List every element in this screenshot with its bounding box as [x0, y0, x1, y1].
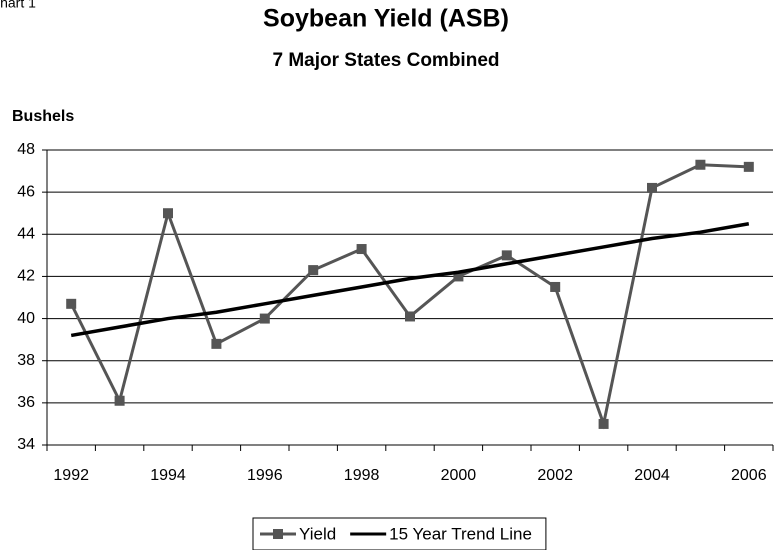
- x-tick-label: 2006: [731, 467, 767, 484]
- data-point: [66, 298, 77, 309]
- x-tick-label: 2004: [634, 467, 670, 484]
- x-tick-label: 1994: [150, 467, 186, 484]
- legend-label: 15 Year Trend Line: [389, 524, 532, 543]
- y-axis-label: Bushels: [12, 108, 74, 125]
- x-tick-label: 1998: [344, 467, 380, 484]
- data-point: [308, 265, 319, 276]
- y-tick-label: 38: [17, 352, 35, 369]
- y-tick-label: 44: [17, 226, 35, 243]
- x-tick-label: 2002: [537, 467, 573, 484]
- series-line: [69, 163, 749, 430]
- data-point: [695, 159, 706, 170]
- y-tick-label: 46: [17, 183, 35, 200]
- data-point: [163, 208, 173, 219]
- legend-label: Yield: [299, 524, 336, 543]
- data-point: [114, 395, 125, 406]
- y-tick-label: 36: [17, 394, 35, 411]
- data-point: [259, 313, 270, 324]
- data-point: [405, 311, 415, 322]
- data-point: [598, 418, 609, 429]
- legend-item: Yield: [260, 524, 336, 543]
- x-tick-label: 2000: [441, 467, 477, 484]
- data-point: [453, 271, 464, 282]
- y-tick-label: 42: [17, 268, 35, 285]
- chart-label: Chart 1: [0, 0, 36, 11]
- x-tick-label: 1996: [247, 467, 283, 484]
- x-tick-label: 1992: [53, 467, 89, 484]
- data-point: [550, 281, 561, 292]
- y-tick-label: 34: [17, 436, 35, 453]
- chart-subtitle: 7 Major States Combined: [273, 50, 500, 71]
- legend: Yield 15 Year Trend Line: [252, 517, 547, 550]
- data-point: [501, 250, 512, 261]
- legend-item: 15 Year Trend Line: [350, 524, 532, 543]
- data-point: [356, 244, 367, 255]
- series-line: [70, 222, 750, 338]
- data-point: [743, 161, 754, 172]
- legend-box: [252, 517, 547, 550]
- legend-marker: [273, 529, 283, 539]
- y-tick-label: 40: [17, 310, 35, 327]
- chart-title: Soybean Yield (ASB): [263, 5, 509, 33]
- data-point: [647, 182, 657, 193]
- y-tick-label: 48: [17, 141, 35, 158]
- data-point: [211, 338, 222, 349]
